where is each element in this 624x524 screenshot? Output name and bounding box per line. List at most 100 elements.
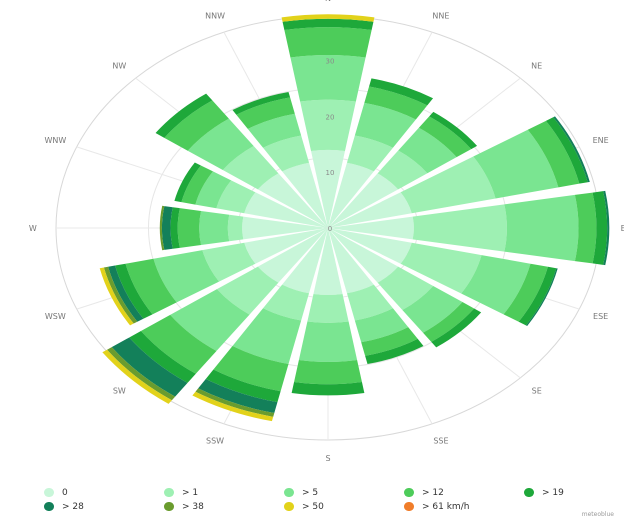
petal-segment-nnw <box>247 113 302 148</box>
petal-segment-nne <box>346 135 393 172</box>
petal-segment-sw <box>107 347 176 401</box>
petal-segment-w <box>161 206 173 250</box>
petal-segment-wnw <box>216 180 256 214</box>
petal-segment-sse <box>346 284 393 321</box>
legend-item[interactable]: 0 <box>44 486 68 499</box>
petal-segment-sw <box>129 331 196 383</box>
petal-segment-ene <box>473 129 559 199</box>
petal-segment-ne <box>418 116 472 158</box>
petal-segment-nne <box>364 86 428 120</box>
petal-segment-sse <box>361 327 418 356</box>
petal-segment-ene <box>328 192 412 228</box>
petal-segment-sw <box>170 289 250 352</box>
credit-watermark: meteoblue <box>581 511 614 518</box>
petal-segment-nnw <box>263 135 310 172</box>
petal-segment-e <box>574 192 597 264</box>
radial-tick-label: 20 <box>326 113 335 121</box>
petal-segment-ssw <box>263 284 310 321</box>
petal-segment-ssw <box>282 228 328 294</box>
legend-swatch <box>524 488 534 497</box>
petal-segment-w <box>159 205 165 251</box>
legend-swatch <box>44 502 54 511</box>
legend-label: > 28 <box>62 501 84 512</box>
petal-segment-s <box>313 228 343 295</box>
radial-ticks: 0 10 20 30 <box>326 58 335 233</box>
petal-segment-ene <box>400 156 496 214</box>
legend-label: > 1 <box>182 487 199 498</box>
petal-segment-ne <box>398 127 457 174</box>
legend-label: 0 <box>62 487 68 498</box>
legend-item[interactable]: > 50 <box>284 500 324 513</box>
legend-swatch <box>404 502 414 511</box>
petal-segment-se <box>423 302 475 342</box>
legend: 0 > 1 > 5 > 12 > 19 > 28 > 38 > 50 > 61 … <box>44 486 604 516</box>
petal-segment-wnw <box>174 162 201 203</box>
direction-label-w: W <box>29 224 37 233</box>
legend-swatch <box>164 502 174 511</box>
petal-segment-ssw <box>195 388 275 417</box>
petal-segment-e <box>328 216 414 240</box>
legend-item[interactable]: > 1 <box>164 486 198 499</box>
direction-label-sse: SSE <box>433 437 448 446</box>
legend-label: > 38 <box>182 501 204 512</box>
petal-segment-w <box>242 216 328 240</box>
legend-label: > 61 km/h <box>422 501 470 512</box>
petal-segment-s <box>294 359 362 385</box>
petal-segment-s <box>298 321 358 362</box>
petal-segment-ssw <box>192 391 274 422</box>
petal-segment-nw <box>187 118 254 171</box>
legend-swatch <box>404 488 414 497</box>
legend-swatch <box>284 502 294 511</box>
petal-segment-ese <box>503 263 548 322</box>
petal-segment-n <box>300 99 356 152</box>
petal-segment-n <box>282 18 374 31</box>
petal-segment-ene <box>527 120 580 188</box>
petal-segment-ssw <box>213 345 289 392</box>
petal-segment-ne <box>429 111 478 150</box>
radial-tick-label: 10 <box>326 169 335 177</box>
petal-segment-w <box>170 207 180 249</box>
direction-label-ne: NE <box>531 61 542 70</box>
wind-rose-petals <box>99 14 610 422</box>
petal-segment-wsw <box>99 267 134 326</box>
petal-segment-s <box>291 381 365 396</box>
petal-segment-sw <box>216 266 279 315</box>
petal-segment-wsw <box>115 263 153 319</box>
legend-swatch <box>284 488 294 497</box>
petal-segment-w <box>227 214 244 242</box>
petal-segment-n <box>290 55 366 102</box>
petal-segment-wsw <box>108 265 144 322</box>
petal-segment-ese <box>400 242 482 294</box>
radial-tick-label: 0 <box>328 225 332 233</box>
petal-segment-wsw <box>202 242 256 282</box>
petal-segment-wsw <box>103 266 138 324</box>
legend-label: > 19 <box>542 487 564 498</box>
petal-segment-nnw <box>236 97 295 129</box>
petal-segment-ese <box>525 268 558 326</box>
petal-segment-wnw <box>181 165 213 205</box>
petal-segment-sse <box>365 338 424 365</box>
direction-label-wnw: WNW <box>44 136 66 145</box>
petal-segment-sw <box>111 337 188 397</box>
legend-item[interactable]: > 61 km/h <box>404 500 469 513</box>
legend-item[interactable]: > 38 <box>164 500 204 513</box>
petal-segment-e <box>412 204 507 252</box>
petal-segment-sw <box>257 228 328 283</box>
petal-segment-w <box>199 210 230 246</box>
direction-label-nne: NNE <box>432 11 449 20</box>
petal-segment-e <box>504 194 579 262</box>
direction-label-ssw: SSW <box>206 437 224 446</box>
petal-segment-sw <box>102 349 172 404</box>
legend-swatch <box>44 488 54 497</box>
legend-item[interactable]: > 19 <box>524 486 564 499</box>
legend-item[interactable]: > 5 <box>284 486 318 499</box>
legend-item[interactable]: > 12 <box>404 486 444 499</box>
petal-segment-se <box>328 228 399 283</box>
petal-segment-nnw <box>282 162 328 228</box>
legend-item[interactable]: > 28 <box>44 500 84 513</box>
petal-segment-ssw <box>232 308 302 365</box>
petal-segment-wsw <box>244 228 328 264</box>
petal-segment-nw <box>257 173 328 228</box>
petal-segment-ene <box>553 116 590 183</box>
